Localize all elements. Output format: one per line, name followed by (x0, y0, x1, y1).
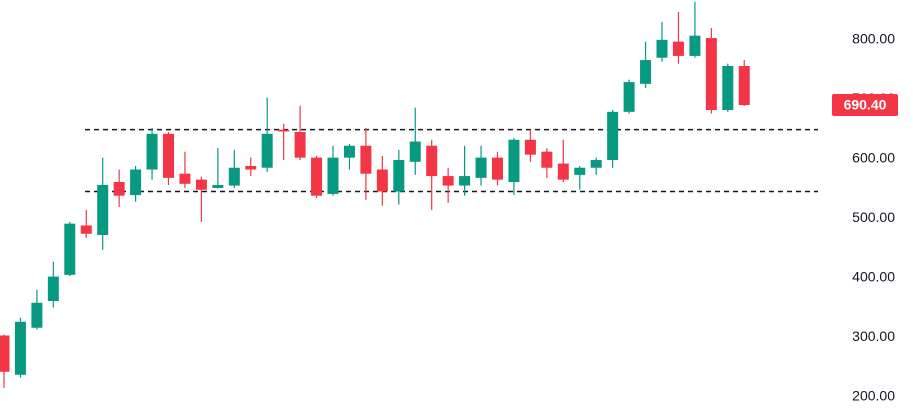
candle-body (163, 133, 174, 178)
candle-body (311, 157, 323, 196)
candle-body (393, 160, 405, 192)
candle-body (294, 132, 306, 158)
candle-body (492, 157, 503, 180)
candle-body (722, 66, 734, 111)
y-tick-label: 400.00 (852, 268, 895, 284)
candle-body (376, 169, 388, 192)
candle-body (442, 176, 454, 186)
y-tick-label: 800.00 (852, 31, 895, 47)
candle-body (179, 173, 191, 184)
candle-body (97, 184, 109, 235)
candle-body (656, 39, 668, 58)
candle-body (557, 163, 569, 180)
candle-body (31, 302, 43, 328)
candle-body (623, 82, 635, 112)
candle-body (640, 60, 652, 84)
candle-body (278, 129, 290, 132)
y-tick-label: 600.00 (852, 150, 895, 166)
last-price-label: 690.40 (844, 97, 887, 113)
candle-body (541, 151, 553, 168)
candle-body (261, 133, 273, 168)
candle-body (212, 184, 224, 188)
candle-body (738, 66, 750, 106)
y-tick-label: 300.00 (852, 328, 895, 344)
candle-body (0, 335, 10, 372)
candle-body (64, 223, 76, 275)
candle-body (245, 165, 257, 170)
candle-body (146, 133, 158, 170)
candle-body (47, 276, 59, 301)
candle-body (360, 145, 372, 174)
candle-body (343, 145, 355, 158)
candle-body (574, 167, 586, 175)
candle-body (228, 167, 240, 186)
candle-body (508, 139, 520, 183)
candle-body (475, 157, 487, 178)
candle-body (689, 35, 701, 56)
candle-body (705, 38, 717, 111)
candle-body (80, 225, 92, 234)
candle-body (195, 179, 207, 190)
candle-body (672, 41, 684, 56)
candle-body (327, 157, 339, 194)
candle-body (524, 139, 536, 155)
candle-body (426, 145, 438, 177)
y-tick-label: 200.00 (852, 387, 895, 403)
candle-body (590, 160, 602, 168)
candle-body (113, 182, 125, 196)
candle-body (130, 169, 142, 196)
candle-body (607, 111, 619, 161)
candle-body (459, 176, 471, 186)
last-price-badge (832, 94, 898, 117)
candle-body (14, 321, 26, 375)
candle-body (409, 141, 421, 162)
y-tick-label: 500.00 (852, 209, 895, 225)
